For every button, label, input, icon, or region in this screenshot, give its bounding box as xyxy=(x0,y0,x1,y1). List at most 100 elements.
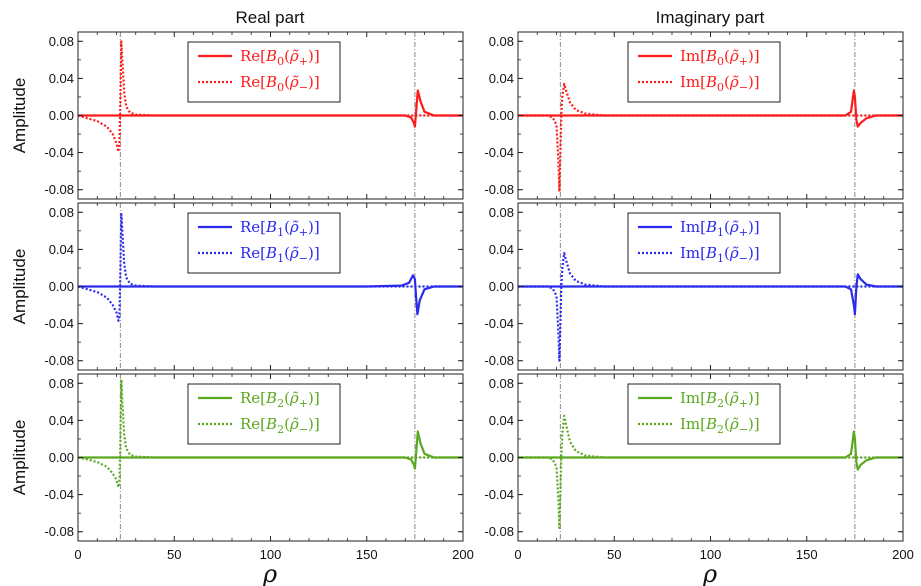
y-tick-label: 0.08 xyxy=(489,34,514,49)
legend-token: 2 xyxy=(717,397,724,410)
y-tick-label: -0.08 xyxy=(484,182,514,197)
legend-glyph: [ xyxy=(700,244,706,262)
series-line-plus xyxy=(78,89,463,128)
legend-token: Im xyxy=(680,47,700,65)
legend-entry-minus: Re[B2(ρ̃−)] xyxy=(240,415,320,436)
legend-glyph: B xyxy=(705,73,717,91)
y-tick-label: 0.00 xyxy=(489,108,514,123)
series-line-plus xyxy=(518,430,903,471)
y-tick-label: -0.04 xyxy=(484,145,514,160)
y-tick-label: -0.04 xyxy=(484,316,514,331)
x-tick-label: 50 xyxy=(607,547,621,562)
legend-entry-plus: Re[B1(ρ̃+)] xyxy=(240,218,320,239)
legend-glyph: ( xyxy=(284,244,290,262)
y-tick-label: 0.04 xyxy=(49,242,74,257)
y-tick-label: -0.04 xyxy=(44,487,74,502)
legend-token: 0 xyxy=(717,55,724,68)
legend-token: 2 xyxy=(277,397,284,410)
panel-r0-c0: -0.08-0.040.000.040.08AmplitudeRe[B0(ρ̃+… xyxy=(10,31,464,200)
x-axis-label-left: ρ xyxy=(262,560,277,586)
legend-token: Im xyxy=(680,389,700,407)
legend-glyph: )] xyxy=(308,415,320,433)
y-tick-label: 0.08 xyxy=(49,376,74,391)
legend-token: − xyxy=(299,252,308,265)
x-axis-label-right: ρ xyxy=(702,560,717,586)
legend-glyph: B xyxy=(705,218,717,236)
legend-glyph: ( xyxy=(284,218,290,236)
legend-token: − xyxy=(739,252,748,265)
legend-glyph: ρ̃ xyxy=(729,73,739,91)
legend-entry-plus: Re[B0(ρ̃+)] xyxy=(240,47,320,68)
legend-entry-plus: Im[B2(ρ̃+)] xyxy=(680,389,760,410)
legend-glyph: ρ̃ xyxy=(729,47,739,65)
legend-token: + xyxy=(739,397,748,410)
legend-token: Im xyxy=(680,244,700,262)
legend-token: − xyxy=(299,81,308,94)
y-tick-label: 0.08 xyxy=(49,205,74,220)
legend-glyph: B xyxy=(705,389,717,407)
legend-entry-minus: Re[B1(ρ̃−)] xyxy=(240,244,320,265)
legend-glyph: )] xyxy=(748,47,760,65)
panel-r2-c0: -0.08 -0.04 0.00 0.04 0.08 0 50 100 150 200 Amplit… xyxy=(10,373,474,562)
legend-glyph: [ xyxy=(700,415,706,433)
y-tick-label: -0.04 xyxy=(44,145,74,160)
legend-box xyxy=(187,212,341,274)
y-tick-label: 0.04 xyxy=(489,413,514,428)
legend-glyph: ( xyxy=(284,73,290,91)
legend-token: 1 xyxy=(717,226,724,239)
x-tick-label: 200 xyxy=(892,547,914,562)
y-tick-label: -0.08 xyxy=(44,353,74,368)
legend: Im[B0(ρ̃+)]Im[B0(ρ̃−)] xyxy=(627,41,781,103)
legend-glyph: ( xyxy=(284,415,290,433)
legend-entry-minus: Im[B1(ρ̃−)] xyxy=(680,244,760,265)
panel-r0-c1: -0.08-0.040.000.040.08Im[B0(ρ̃+)]Im[B0(ρ… xyxy=(484,31,904,200)
legend-glyph: [ xyxy=(700,218,706,236)
series-line-plus xyxy=(78,430,463,470)
legend-glyph: )] xyxy=(748,73,760,91)
legend-glyph: [ xyxy=(260,389,266,407)
y-tick-label: -0.08 xyxy=(44,182,74,197)
legend: Re[B1(ρ̃+)] Re[B1(ρ̃−)] xyxy=(187,212,341,274)
legend-glyph: [ xyxy=(260,415,266,433)
y-axis-label: Amplitude xyxy=(10,420,29,496)
legend-glyph: ( xyxy=(284,389,290,407)
legend-token: Re xyxy=(240,415,260,433)
legend-box xyxy=(627,383,781,445)
legend-entry-plus: Im[B1(ρ̃+)] xyxy=(680,218,760,239)
legend-glyph: ρ̃ xyxy=(729,389,739,407)
legend-glyph: B xyxy=(265,415,277,433)
legend-glyph: B xyxy=(265,218,277,236)
y-tick-label: -0.04 xyxy=(44,316,74,331)
legend-entry-plus: Re[B2(ρ̃+)] xyxy=(240,389,320,410)
y-tick-label: -0.08 xyxy=(44,524,74,539)
legend-glyph: [ xyxy=(260,244,266,262)
legend-glyph: B xyxy=(265,244,277,262)
y-tick-label: 0.00 xyxy=(49,279,74,294)
legend-token: 0 xyxy=(277,55,284,68)
legend-glyph: ρ̃ xyxy=(289,218,299,236)
panel-r1-c0: -0.08-0.040.000.040.08AmplitudeRe[B1(ρ̃+… xyxy=(10,202,464,371)
legend-token: Re xyxy=(240,47,260,65)
y-tick-label: 0.08 xyxy=(489,376,514,391)
legend-glyph: ρ̃ xyxy=(289,244,299,262)
legend-glyph: B xyxy=(705,47,717,65)
legend-glyph: [ xyxy=(260,218,266,236)
legend: Re[B2(ρ̃+)] Re[B2(ρ̃−)] xyxy=(187,383,341,445)
y-tick-label: 0.00 xyxy=(49,108,74,123)
legend-token: + xyxy=(299,55,308,68)
column-title-imaginary: Imaginary part xyxy=(656,8,765,27)
panel-r1-c1: -0.08-0.040.000.040.08Im[B1(ρ̃+)]Im[B1(ρ… xyxy=(484,202,904,371)
y-tick-label: -0.08 xyxy=(484,353,514,368)
legend-glyph: ρ̃ xyxy=(289,73,299,91)
y-tick-label: -0.08 xyxy=(484,524,514,539)
legend-entry-minus: Re[B0(ρ̃−)] xyxy=(240,73,320,94)
legend-token: Im xyxy=(680,73,700,91)
legend-glyph: )] xyxy=(308,47,320,65)
legend-glyph: ( xyxy=(724,244,730,262)
legend-token: + xyxy=(299,226,308,239)
legend-glyph: B xyxy=(705,244,717,262)
legend-glyph: )] xyxy=(308,244,320,262)
column-title-real: Real part xyxy=(236,8,305,27)
legend-glyph: ρ̃ xyxy=(729,218,739,236)
legend-token: + xyxy=(299,397,308,410)
